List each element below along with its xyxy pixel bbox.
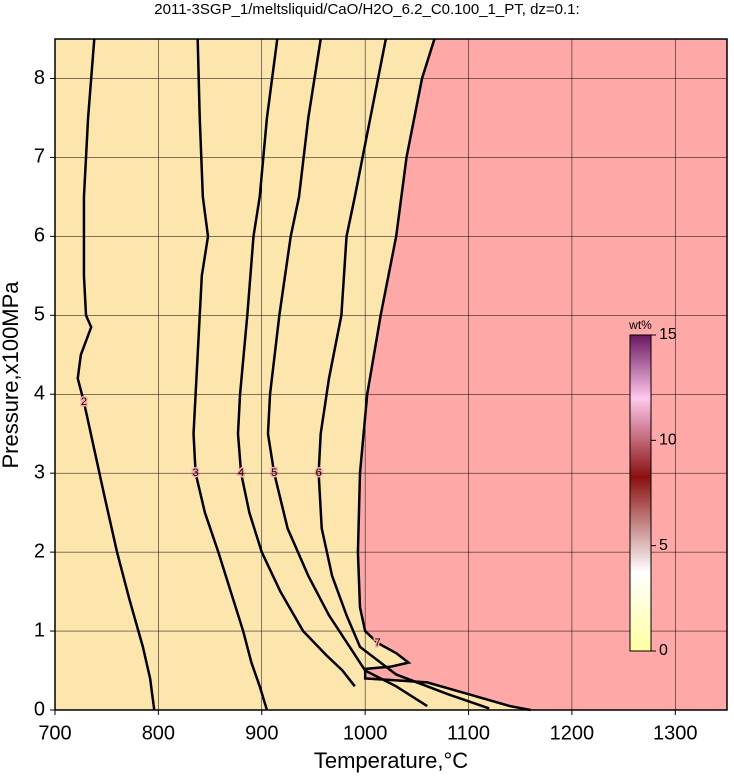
y-tick-label: 1	[34, 619, 45, 641]
colorbar-tick-label: 5	[659, 537, 668, 554]
x-tick-label: 1200	[550, 722, 595, 744]
y-tick-label: 0	[34, 698, 45, 720]
colorbar-label: wt%	[628, 318, 652, 332]
x-tick-label: 700	[38, 722, 71, 744]
chart-title: 2011-3SGP_1/meltsliquid/CaO/H2O_6.2_C0.1…	[154, 1, 579, 18]
plot-frame	[54, 38, 728, 711]
colorbar-tick-label: 10	[659, 432, 677, 449]
y-tick-label: 7	[34, 146, 45, 168]
x-tick-label: 1100	[447, 722, 490, 744]
contour-line	[356, 38, 531, 712]
region	[55, 39, 531, 710]
x-tick-label: 1300	[653, 722, 698, 744]
contour-label: 7	[374, 637, 380, 649]
x-tick-label: 800	[142, 722, 175, 744]
y-tick-label: 3	[34, 461, 45, 483]
y-tick-label: 6	[34, 225, 45, 247]
colorbar-tick-label: 15	[659, 326, 677, 343]
colorbar-tick-label: 0	[659, 642, 668, 659]
x-tick-label: 1000	[343, 722, 388, 744]
colorbar	[629, 334, 652, 652]
y-tick-label: 5	[34, 304, 45, 326]
x-axis-label: Temperature,°C	[314, 748, 468, 773]
y-axis-label: Pressure,x100MPa	[0, 281, 23, 469]
y-tick-label: 4	[34, 383, 45, 405]
y-tick-label: 8	[34, 67, 45, 89]
y-tick-label: 2	[34, 540, 45, 562]
contour-label: 2	[81, 396, 87, 408]
x-tick-label: 900	[245, 722, 278, 744]
